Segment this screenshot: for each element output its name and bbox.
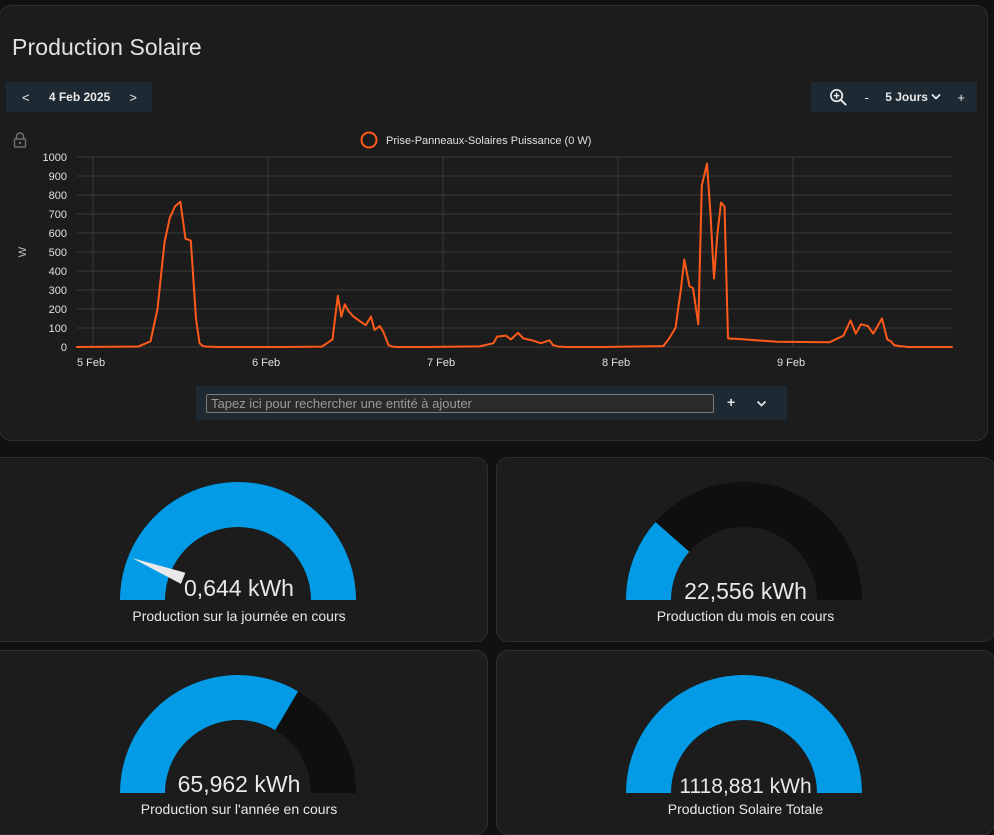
range-select-label: 5 Jours <box>885 90 928 104</box>
card-title: Production Solaire <box>12 34 202 60</box>
add-entity-button[interactable]: + <box>727 394 736 410</box>
previous-date-button[interactable]: < <box>22 89 30 105</box>
legend-marker <box>360 131 378 149</box>
y-tick-label: 500 <box>49 247 67 259</box>
gauge-dial <box>120 675 356 793</box>
gauge-fill <box>120 675 299 793</box>
y-tick-label: 300 <box>49 285 67 297</box>
gauge-label: Production Solaire Totale <box>667 801 824 817</box>
gauge-label: Production sur l'année en cours <box>140 801 338 817</box>
y-tick-label: 100 <box>49 323 67 335</box>
gauge-track <box>626 482 862 600</box>
series-line <box>76 162 953 348</box>
lock-icon[interactable] <box>13 132 27 153</box>
legend-label: Prise-Panneaux-Solaires Puissance (0 W) <box>386 135 591 147</box>
entity-search-bar: + <box>196 386 787 420</box>
x-tick-label: 5 Feb <box>77 357 105 369</box>
gauge-dial <box>120 482 356 600</box>
gauge-fill <box>626 675 862 793</box>
gauge-fill <box>626 521 690 600</box>
gauge-value: 1118,881 kWh <box>679 775 812 798</box>
x-tick-label: 7 Feb <box>427 357 455 369</box>
range-navigation: - 5 Jours + <box>811 82 977 112</box>
y-axis-label: W <box>17 246 29 257</box>
range-plus-button[interactable]: + <box>957 89 965 105</box>
gauge-card-month[interactable]: 22,556 kWh Production du mois en cours <box>496 457 994 642</box>
gauge-label: Production sur la journée en cours <box>132 608 346 624</box>
x-tick-label: 9 Feb <box>777 357 805 369</box>
y-tick-label: 600 <box>49 228 67 240</box>
y-tick-label: 0 <box>61 342 67 354</box>
gauge-card-year[interactable]: 65,962 kWh Production sur l'année en cou… <box>0 650 488 835</box>
entity-search-input[interactable] <box>206 394 714 413</box>
gauge-dial <box>626 675 862 793</box>
gauge-value: 22,556 kWh <box>684 578 807 604</box>
zoom-in-icon[interactable] <box>829 88 848 107</box>
gauge-label: Production du mois en cours <box>656 608 835 624</box>
gauge-card-day[interactable]: 0,644 kWh Production sur la journée en c… <box>0 457 488 642</box>
x-tick-label: 6 Feb <box>252 357 280 369</box>
chevron-down-icon[interactable] <box>756 395 767 413</box>
y-tick-label: 700 <box>49 209 67 221</box>
y-tick-label: 900 <box>49 171 67 183</box>
gauge-dial <box>626 482 862 600</box>
range-select[interactable]: 5 Jours <box>885 90 941 104</box>
x-tick-label: 8 Feb <box>602 357 630 369</box>
gauge-card-total[interactable]: 1118,881 kWh Production Solaire Totale <box>496 650 994 835</box>
y-tick-label: 800 <box>49 190 67 202</box>
y-tick-label: 400 <box>49 266 67 278</box>
y-tick-label: 1000 <box>43 152 67 164</box>
gauge-fill <box>120 482 356 600</box>
range-minus-button[interactable]: - <box>864 89 869 105</box>
gauge-needle <box>132 558 186 584</box>
gauge-value: 0,644 kWh <box>184 575 294 601</box>
history-card: Production Solaire < 4 Feb 2025 > - 5 Jo… <box>0 5 988 441</box>
gauge-value: 65,962 kWh <box>177 771 301 797</box>
date-picker[interactable]: 4 Feb 2025 <box>48 90 111 104</box>
y-tick-label: 200 <box>49 304 67 316</box>
chevron-down-icon <box>931 93 941 100</box>
power-line-chart[interactable]: 0 100 200 300 400 500 600 700 800 900 1000 5 Feb 6 F… <box>0 124 988 374</box>
next-date-button[interactable]: > <box>129 89 137 105</box>
date-navigation: < 4 Feb 2025 > <box>6 82 152 112</box>
